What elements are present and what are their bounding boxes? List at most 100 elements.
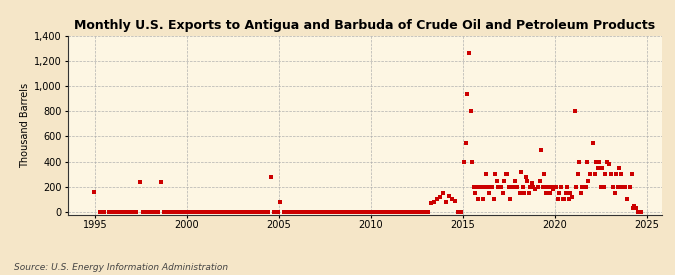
Point [290, 209, 301, 214]
Point [192, 209, 203, 214]
Point [99, 209, 109, 214]
Point [269, 209, 280, 214]
Point [330, 209, 341, 214]
Point [569, 109, 580, 114]
Point [599, 185, 610, 189]
Point [336, 209, 347, 214]
Point [475, 185, 485, 189]
Point [315, 209, 326, 214]
Point [566, 195, 577, 199]
Point [594, 160, 605, 164]
Title: Monthly U.S. Exports to Antigua and Barbuda of Crude Oil and Petroleum Products: Monthly U.S. Exports to Antigua and Barb… [74, 19, 655, 32]
Point [95, 209, 105, 214]
Point [530, 187, 541, 191]
Point [553, 197, 564, 202]
Point [296, 209, 307, 214]
Point [542, 185, 553, 189]
Point [510, 178, 520, 183]
Point [485, 185, 496, 189]
Point [514, 191, 525, 195]
Point [628, 206, 639, 210]
Point [582, 160, 593, 164]
Point [413, 209, 424, 214]
Point [140, 209, 151, 214]
Point [116, 209, 127, 214]
Point [600, 172, 611, 177]
Point [168, 209, 179, 214]
Point [447, 197, 458, 202]
Point [177, 209, 188, 214]
Point [119, 209, 130, 214]
Point [260, 209, 271, 214]
Point [481, 172, 491, 177]
Point [217, 209, 227, 214]
Point [302, 209, 313, 214]
Point [462, 92, 473, 96]
Point [468, 185, 479, 189]
Point [327, 209, 338, 214]
Point [511, 185, 522, 189]
Point [537, 185, 548, 189]
Point [545, 191, 556, 195]
Point [626, 172, 637, 177]
Point [482, 185, 493, 189]
Point [540, 191, 551, 195]
Point [635, 209, 646, 214]
Point [597, 166, 608, 170]
Point [443, 193, 454, 198]
Point [226, 209, 237, 214]
Point [109, 209, 120, 214]
Point [220, 209, 231, 214]
Point [499, 178, 510, 183]
Point [352, 209, 362, 214]
Point [333, 209, 344, 214]
Point [149, 209, 160, 214]
Point [107, 209, 117, 214]
Point [453, 209, 464, 214]
Point [392, 209, 402, 214]
Point [113, 209, 124, 214]
Point [588, 141, 599, 145]
Point [404, 209, 414, 214]
Point [389, 209, 400, 214]
Point [533, 185, 543, 189]
Point [536, 148, 547, 153]
Point [211, 209, 221, 214]
Point [557, 197, 568, 202]
Text: Source: U.S. Energy Information Administration: Source: U.S. Energy Information Administ… [14, 263, 227, 272]
Point [472, 197, 483, 202]
Point [281, 209, 292, 214]
Point [346, 209, 356, 214]
Point [208, 209, 219, 214]
Point [591, 160, 601, 164]
Point [385, 209, 396, 214]
Point [398, 209, 408, 214]
Point [450, 199, 460, 203]
Point [595, 185, 606, 189]
Point [236, 209, 246, 214]
Point [508, 185, 519, 189]
Point [229, 209, 240, 214]
Point [489, 172, 500, 177]
Point [477, 197, 488, 202]
Point [183, 209, 194, 214]
Point [502, 172, 513, 177]
Point [606, 172, 617, 177]
Point [497, 191, 508, 195]
Point [565, 191, 576, 195]
Point [589, 172, 600, 177]
Point [456, 209, 467, 214]
Point [551, 185, 562, 189]
Point [256, 209, 267, 214]
Point [294, 209, 304, 214]
Point [309, 209, 320, 214]
Point [483, 191, 494, 195]
Point [578, 185, 589, 189]
Point [355, 209, 366, 214]
Point [131, 209, 142, 214]
Point [505, 197, 516, 202]
Point [583, 178, 594, 183]
Point [263, 209, 274, 214]
Point [300, 209, 310, 214]
Point [611, 172, 622, 177]
